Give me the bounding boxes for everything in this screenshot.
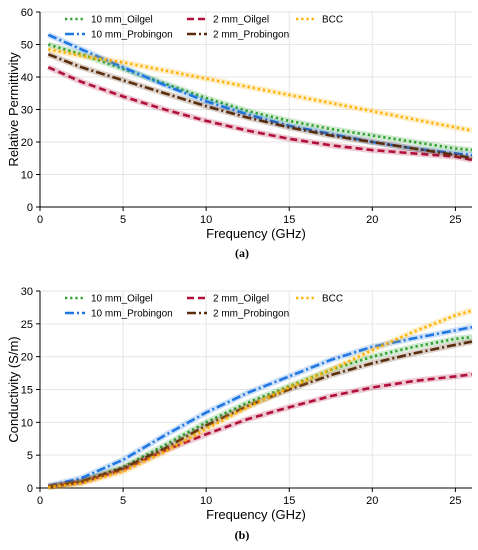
y-tick-label: 30 <box>21 286 33 298</box>
legend-entry: BCC <box>322 15 343 26</box>
panel-caption: (a) <box>235 246 249 260</box>
legend-entry: 2 mm_Probingon <box>213 30 289 41</box>
legend-entry: BCC <box>322 294 343 305</box>
x-tick-label: 5 <box>120 214 126 226</box>
y-tick-label: 20 <box>21 352 33 364</box>
series-line <box>48 309 473 489</box>
x-tick-label: 0 <box>37 214 43 226</box>
legend-entry: 2 mm_Oilgel <box>213 294 269 305</box>
x-tick-label: 15 <box>283 214 295 226</box>
legend-entry: 10 mm_Oilgel <box>91 15 153 26</box>
y-tick-label: 15 <box>21 385 33 397</box>
panel-caption: (b) <box>235 528 250 542</box>
series-band <box>47 64 473 163</box>
x-tick-label: 20 <box>366 495 378 507</box>
y-tick-label: 0 <box>27 483 33 495</box>
y-tick-label: 60 <box>21 7 33 19</box>
x-tick-label: 20 <box>366 214 378 226</box>
series-line <box>47 43 473 152</box>
x-tick-label: 25 <box>449 214 461 226</box>
y-tick-label: 50 <box>21 40 33 52</box>
y-tick-label: 10 <box>21 170 33 182</box>
series-line <box>47 53 473 160</box>
x-tick-label: 5 <box>120 495 126 507</box>
legend-entry: 10 mm_Probingon <box>91 30 173 41</box>
legend-entry: 10 mm_Oilgel <box>91 294 153 305</box>
y-tick-label: 5 <box>27 450 33 462</box>
legend-entry: 2 mm_Probingon <box>213 309 289 320</box>
x-tick-label: 10 <box>200 495 212 507</box>
x-tick-label: 0 <box>37 495 43 507</box>
y-tick-label: 25 <box>21 319 33 331</box>
x-tick-label: 25 <box>449 495 461 507</box>
series-line <box>47 33 473 157</box>
y-tick-label: 0 <box>27 202 33 214</box>
legend-entry: 10 mm_Probingon <box>91 309 173 320</box>
chart-panel-a: 0 5 10 15 20 25 0 10 20 30 40 50 60 Frequency (GHz) Re… <box>6 7 473 260</box>
y-tick-label: 10 <box>21 417 33 429</box>
x-axis-label: Frequency (GHz) <box>206 226 306 241</box>
x-axis-label: Frequency (GHz) <box>206 507 306 522</box>
series-line <box>48 48 473 132</box>
chart-panel-b: 0 5 10 15 20 25 0 5 10 15 20 25 30 Frequency (GHz) Con… <box>6 286 473 542</box>
x-tick-label: 15 <box>283 495 295 507</box>
series-line <box>48 335 473 488</box>
legend-entry: 2 mm_Oilgel <box>213 15 269 26</box>
series-line <box>47 325 473 488</box>
y-tick-label: 30 <box>21 105 33 117</box>
x-tick-label: 10 <box>200 214 212 226</box>
y-axis-label: Relative Permittivity <box>6 52 21 167</box>
series-band <box>47 307 473 491</box>
y-tick-label: 20 <box>21 137 33 149</box>
y-axis-label: Conductivity (S/m) <box>6 336 21 442</box>
y-tick-label: 40 <box>21 72 33 84</box>
